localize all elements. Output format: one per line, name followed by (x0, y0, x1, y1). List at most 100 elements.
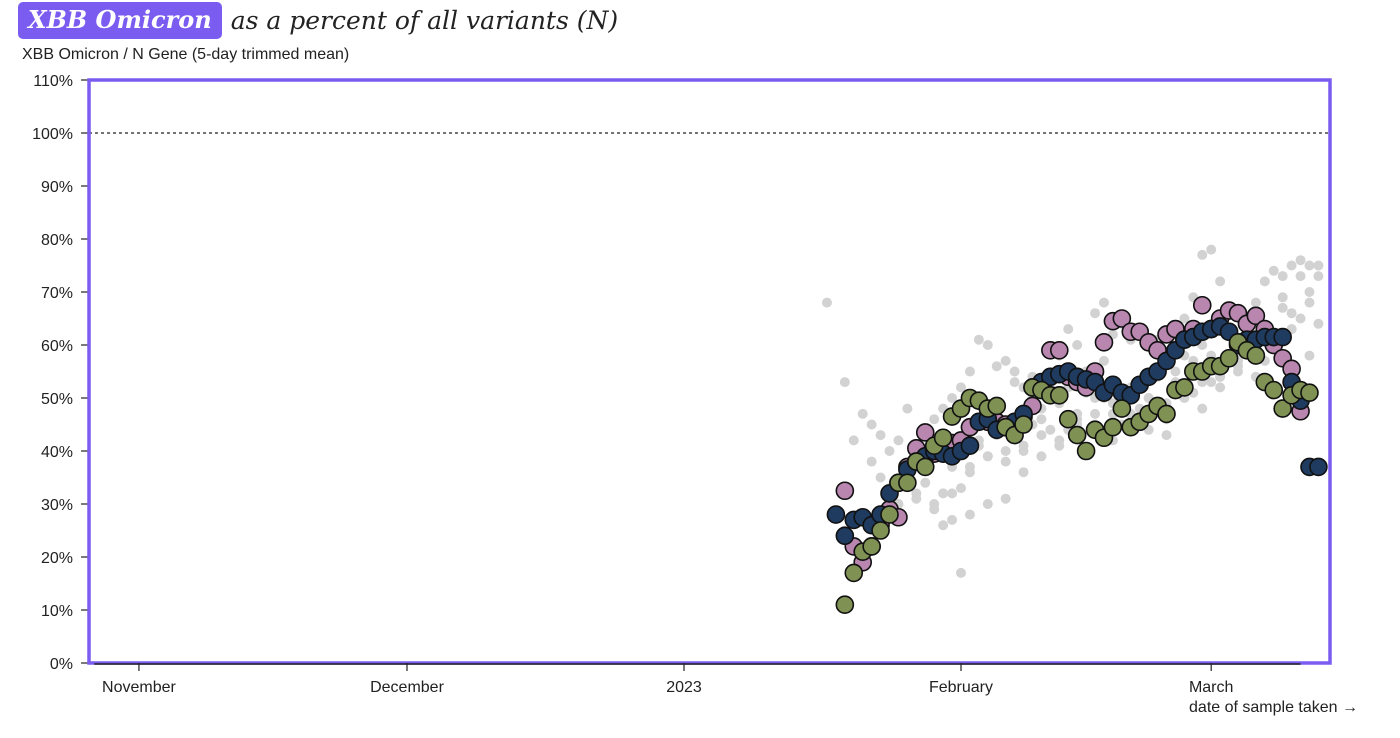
background-point (848, 435, 859, 446)
y-tick-label: 30% (41, 497, 73, 514)
background-point (1179, 313, 1190, 324)
background-point (982, 451, 993, 462)
background-point (1090, 408, 1101, 419)
point-green (844, 563, 864, 583)
background-point (964, 366, 975, 377)
background-point (1036, 430, 1047, 441)
x-tick-label: 2023 (666, 679, 702, 696)
point-pink (1112, 309, 1132, 328)
background-point (1250, 297, 1261, 308)
point-green (1246, 346, 1266, 365)
background-point (956, 567, 966, 578)
point-navy (1309, 457, 1328, 477)
point-green (1076, 441, 1096, 461)
background-point (1000, 456, 1011, 467)
background-point (1286, 308, 1297, 319)
background-point (1000, 493, 1011, 504)
background-point (1304, 350, 1315, 361)
point-pink (1094, 333, 1114, 352)
background-point (938, 488, 949, 499)
x-tick-label: November (102, 679, 176, 696)
background-point (1009, 366, 1020, 377)
background-point (875, 472, 886, 483)
point-green (862, 537, 881, 556)
background-point (1000, 446, 1011, 456)
y-tick-label: 60% (41, 338, 73, 355)
series-points (826, 295, 1328, 615)
point-green (1273, 399, 1292, 418)
point-green (1300, 383, 1319, 403)
background-point (982, 499, 993, 509)
background-point (1277, 271, 1288, 282)
background-point (1313, 260, 1324, 271)
y-tick-label: 10% (41, 603, 73, 620)
point-green (987, 396, 1007, 416)
point-navy (826, 505, 846, 524)
y-tick-label: 50% (41, 391, 73, 408)
point-green (1112, 399, 1132, 418)
y-tick-label: 20% (41, 550, 73, 567)
background-point (982, 340, 993, 350)
background-point (956, 382, 966, 393)
background-point (1313, 318, 1324, 329)
background-point (1161, 430, 1172, 441)
background-point (1098, 355, 1109, 366)
background-point (929, 414, 940, 425)
background-point (964, 461, 975, 472)
background-point (1304, 287, 1315, 297)
background-point (947, 514, 958, 525)
point-green (1058, 409, 1078, 429)
background-point (964, 509, 975, 520)
background-point (1304, 260, 1315, 271)
background-point (1215, 276, 1226, 287)
background-point (938, 520, 949, 531)
background-point (1090, 308, 1101, 319)
background-point (947, 393, 958, 403)
point-green (933, 428, 953, 448)
background-point (1277, 302, 1288, 313)
background-point (1045, 424, 1056, 435)
background-point (1268, 265, 1279, 276)
point-pink (1049, 340, 1069, 360)
plot-frame (87, 78, 1332, 665)
background-point (1036, 414, 1047, 425)
background-point (1063, 324, 1074, 335)
plot-frame-group (87, 78, 1332, 665)
title-badge: XBB Omicron (18, 1, 222, 39)
background-point (1197, 249, 1208, 260)
x-tick-label: February (929, 679, 993, 696)
point-navy (1273, 327, 1292, 347)
chart-subtitle: XBB Omicron / N Gene (5-day trimmed mean… (22, 46, 350, 63)
background-point (839, 377, 850, 388)
background-point (1098, 297, 1109, 308)
x-tick-label: March (1189, 679, 1233, 696)
point-green (1175, 378, 1194, 397)
background-point (1206, 244, 1217, 255)
background-point (1259, 276, 1270, 287)
background-point (821, 297, 832, 308)
background-point (1313, 271, 1324, 282)
background-point (1170, 366, 1181, 377)
background-point (1277, 292, 1288, 303)
background-point (1000, 355, 1011, 366)
background-point (1009, 377, 1020, 388)
point-green (1264, 380, 1284, 400)
x-axis-label: date of sample taken → (1189, 699, 1358, 716)
background-point (1018, 467, 1029, 478)
point-navy (960, 436, 980, 456)
y-tick-label: 110% (33, 73, 73, 90)
background-point (956, 483, 966, 494)
point-navy (835, 526, 855, 546)
background-point (947, 488, 958, 499)
point-green (835, 595, 855, 615)
background-point (1054, 435, 1065, 446)
background-point (973, 334, 984, 345)
background-point (929, 504, 940, 515)
background-point (1295, 255, 1306, 266)
y-tick-label: 40% (41, 444, 73, 461)
point-green (1049, 386, 1069, 405)
background-point (902, 403, 913, 414)
background-point (1036, 451, 1047, 462)
point-green (1103, 417, 1123, 437)
